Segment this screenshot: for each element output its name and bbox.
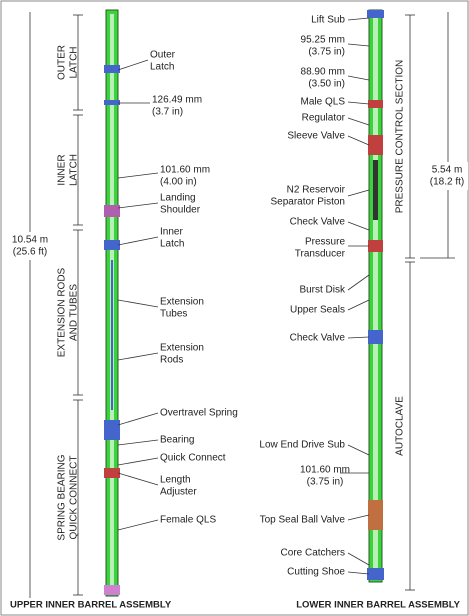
diagram: UPPER INNER BARREL ASSEMBLY LOWER INNER …: [0, 0, 469, 616]
callout-label: Male QLS: [301, 97, 346, 108]
section-label: LATCH: [69, 46, 80, 78]
callout-label: Upper Seals: [290, 305, 345, 316]
callout-label: Inner: [160, 227, 183, 238]
callout-label: Female QLS: [160, 515, 216, 526]
callout-label: Extension: [160, 343, 204, 354]
leader-line: [118, 353, 158, 360]
callout-label: Pressure: [305, 237, 345, 248]
callout-label: Overtravel Spring: [160, 408, 238, 419]
leader-line: [118, 173, 158, 178]
callout-label: Latch: [160, 239, 184, 250]
callout-label: (4.00 in): [160, 177, 197, 188]
callout-label: Length: [160, 475, 191, 486]
upper-title: UPPER INNER BARREL ASSEMBLY: [10, 600, 172, 611]
leader-line: [348, 136, 369, 145]
leader-line: [348, 300, 369, 310]
callout-label: 95.25 mm: [301, 35, 345, 46]
callout-label: (3.50 in): [308, 79, 345, 90]
leader-line: [348, 337, 369, 338]
section-label: AND TUBES: [69, 284, 80, 341]
callout-label: (3.7 in): [152, 107, 183, 118]
leader-line: [118, 237, 158, 245]
leader-line: [348, 190, 369, 196]
leader-line: [348, 222, 369, 230]
callout-label: Rods: [160, 355, 183, 366]
leader-line: [348, 553, 369, 565]
upper-tube: [104, 10, 120, 596]
callout-label: Burst Disk: [299, 285, 346, 296]
callout-label: (3.75 in): [307, 477, 344, 488]
lower-title: LOWER INNER BARREL ASSEMBLY: [296, 600, 460, 611]
dimension-label: 5.54 m: [432, 165, 463, 176]
dimension-label: 10.54 m: [12, 235, 48, 246]
callout-label: 101.60 mm: [300, 465, 350, 476]
dimension-label: (18.2 ft): [430, 177, 464, 188]
callout-label: Quick Connect: [160, 453, 226, 464]
leader-line: [118, 203, 158, 208]
leader-line: [118, 520, 158, 530]
section-label: PRESSURE CONTROL SECTION: [395, 60, 406, 214]
callout-label: Lift Sub: [311, 15, 345, 26]
callout-label: 88.90 mm: [301, 67, 345, 78]
leader-line: [118, 60, 148, 70]
callout-label: Adjuster: [160, 487, 197, 498]
leader-line: [348, 515, 369, 520]
callout-label: Extension: [160, 297, 204, 308]
callout-label: Sleeve Valve: [287, 131, 345, 142]
section-label: SPRING BEARING: [57, 454, 68, 540]
leader-line: [118, 440, 158, 445]
leader-line: [118, 458, 158, 465]
callout-label: Tubes: [160, 309, 187, 320]
callout-label: Cutting Shoe: [287, 567, 345, 578]
callout-label: (3.75 in): [308, 47, 345, 58]
callout-label: Check Valve: [290, 217, 346, 228]
callout-label: Regulator: [302, 113, 346, 124]
leader-line: [348, 18, 369, 20]
callout-label: Bearing: [160, 435, 194, 446]
callout-label: 126.49 mm: [152, 95, 202, 106]
callout-label: Core Catchers: [281, 548, 345, 559]
leader-line: [118, 473, 158, 485]
callout-label: Outer: [150, 50, 176, 61]
leader-line: [118, 413, 158, 425]
dimension-label: (25.6 ft): [13, 247, 47, 258]
leader-line: [348, 102, 369, 104]
section-label: LATCH: [69, 154, 80, 186]
callout-label: Low End Drive Sub: [259, 440, 345, 451]
callout-label: N2 Reservoir: [287, 185, 346, 196]
section-label: AUTOCLAVE: [395, 396, 406, 456]
leader-line: [348, 76, 369, 80]
callout-label: Latch: [150, 62, 174, 73]
leader-line: [118, 300, 158, 307]
leader-line: [348, 118, 369, 125]
leader-line: [348, 275, 369, 290]
leader-line: [348, 572, 369, 574]
section-label: OUTER: [57, 45, 68, 80]
leader-line: [348, 445, 369, 455]
callout-label: 101.60 mm: [160, 165, 210, 176]
callout-label: Shoulder: [160, 205, 201, 216]
callout-label: Top Seal Ball Valve: [260, 515, 346, 526]
callout-label: Transducer: [295, 249, 346, 260]
section-label: QUICK CONNECT: [69, 456, 80, 540]
callout-label: Check Valve: [290, 333, 346, 344]
callout-label: Separator Piston: [271, 197, 346, 208]
lower-tube: [367, 10, 384, 582]
leader-line: [348, 44, 369, 46]
section-label: EXTENSION RODS: [57, 267, 68, 357]
callout-label: Landing: [160, 193, 196, 204]
section-label: INNER: [57, 154, 68, 185]
